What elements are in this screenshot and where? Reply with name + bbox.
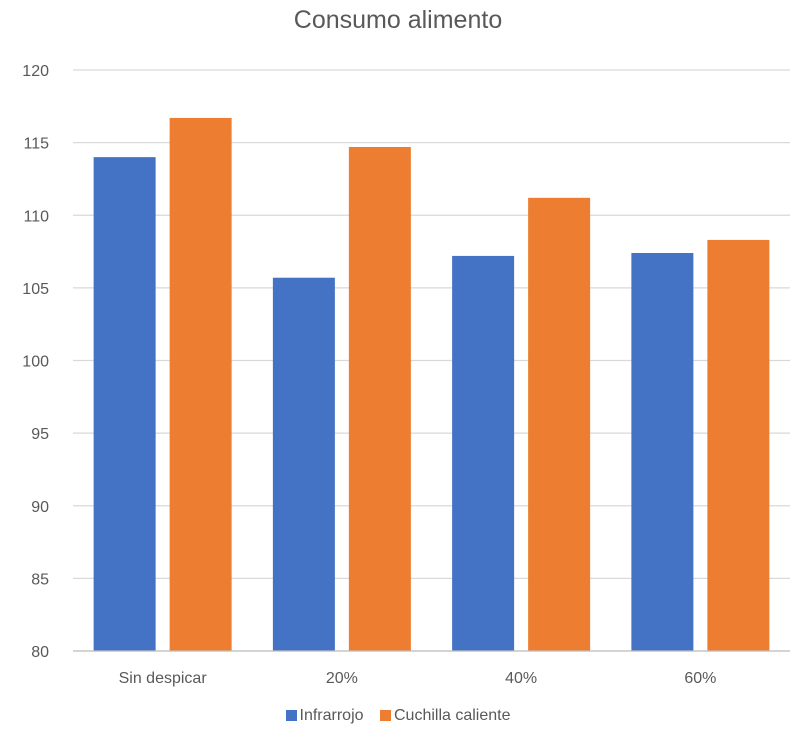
- x-tick-label: 40%: [505, 670, 537, 687]
- legend: Infrarrojo Cuchilla caliente: [0, 707, 796, 725]
- bar-infrarrojo: [272, 277, 335, 651]
- y-tick-label: 120: [22, 63, 49, 80]
- legend-swatch-cuchilla-caliente: [379, 710, 391, 721]
- x-axis-ticks: Sin despicar 20% 40% 60%: [119, 670, 717, 687]
- y-tick-label: 115: [23, 136, 49, 153]
- y-tick-label: 90: [31, 499, 49, 516]
- y-tick-label: 110: [23, 208, 49, 225]
- bar-cuchilla-caliente: [528, 197, 591, 651]
- y-tick-label: 85: [31, 571, 49, 588]
- legend-swatch-infrarrojo: [285, 710, 297, 721]
- bar-infrarrojo: [452, 255, 515, 652]
- legend-label-infrarrojo: Infrarrojo: [299, 707, 364, 724]
- legend-item-infrarrojo: Infrarrojo: [285, 707, 364, 725]
- bar-cuchilla-caliente: [169, 117, 232, 652]
- chart-title: Consumo alimento: [293, 6, 503, 34]
- legend-item-cuchilla-caliente: Cuchilla caliente: [379, 707, 511, 725]
- bar-cuchilla-caliente: [348, 146, 411, 652]
- x-tick-label: 20%: [326, 670, 358, 687]
- x-tick-label: Sin despicar: [119, 670, 208, 687]
- y-tick-label: 80: [31, 644, 49, 661]
- bars: [93, 117, 770, 652]
- bar-chart: 80 85 90 95 100 105 110 115 120 Sin despicar 20% 4…: [22, 63, 790, 687]
- x-tick-label: 60%: [684, 670, 716, 687]
- y-tick-label: 105: [22, 281, 49, 298]
- bar-infrarrojo: [631, 253, 694, 651]
- bar-infrarrojo: [93, 157, 156, 651]
- legend-label-cuchilla-caliente: Cuchilla caliente: [393, 707, 511, 724]
- y-tick-label: 95: [31, 426, 49, 443]
- y-tick-label: 100: [22, 354, 49, 371]
- y-axis-ticks: 80 85 90 95 100 105 110 115 120: [22, 63, 49, 661]
- bar-cuchilla-caliente: [707, 239, 770, 651]
